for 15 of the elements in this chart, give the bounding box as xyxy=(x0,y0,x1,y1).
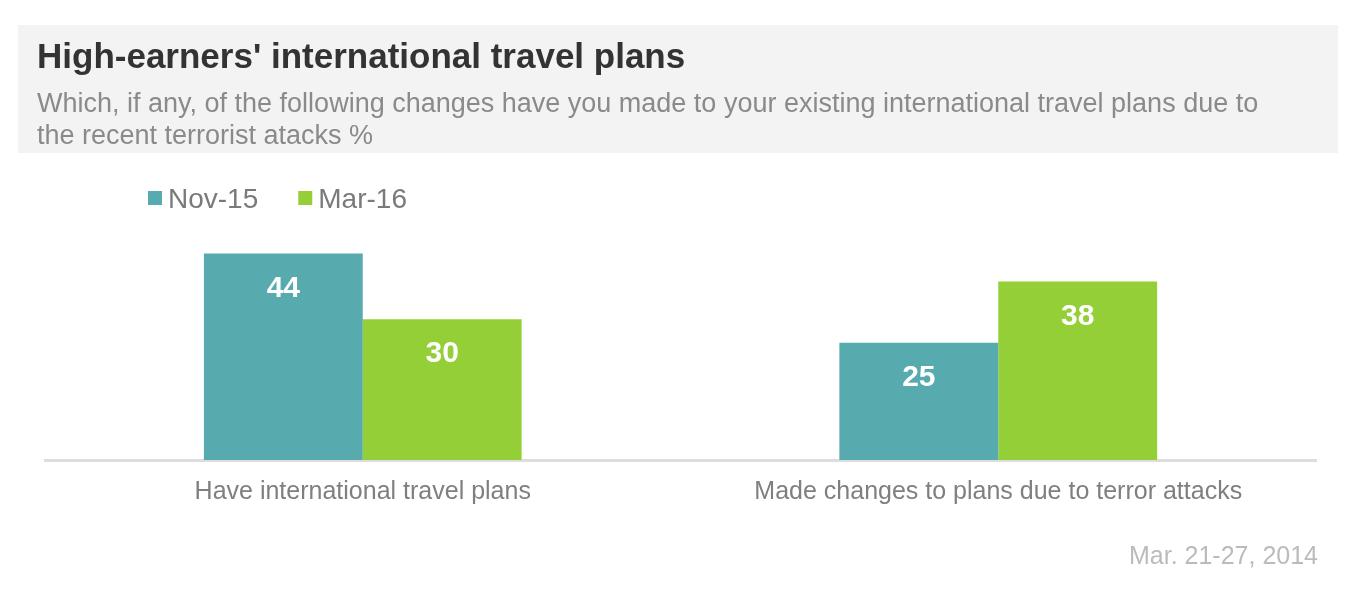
bar xyxy=(998,281,1158,460)
chart-title: High-earners' international travel plans xyxy=(37,36,686,76)
data-label: 25 xyxy=(902,358,936,392)
x-tick-label: Made changes to plans due to terror attacks xyxy=(754,475,1243,504)
data-label: 30 xyxy=(425,335,459,369)
data-label: 38 xyxy=(1061,297,1095,331)
legend-label: Nov-15 xyxy=(168,182,259,214)
text: Mar. 21-27, 2014 xyxy=(1128,541,1318,570)
legend-label: Mar-16 xyxy=(318,182,407,214)
bar xyxy=(203,253,363,460)
bar xyxy=(362,319,522,460)
chart-subtitle: Which, if any, of the following changes have you made to your existing international travel plans due to the recent terrorist atacks % xyxy=(37,87,1260,151)
bar xyxy=(839,342,999,460)
data-label: 44 xyxy=(266,269,301,303)
x-tick-label: Have international travel plans xyxy=(194,475,531,504)
